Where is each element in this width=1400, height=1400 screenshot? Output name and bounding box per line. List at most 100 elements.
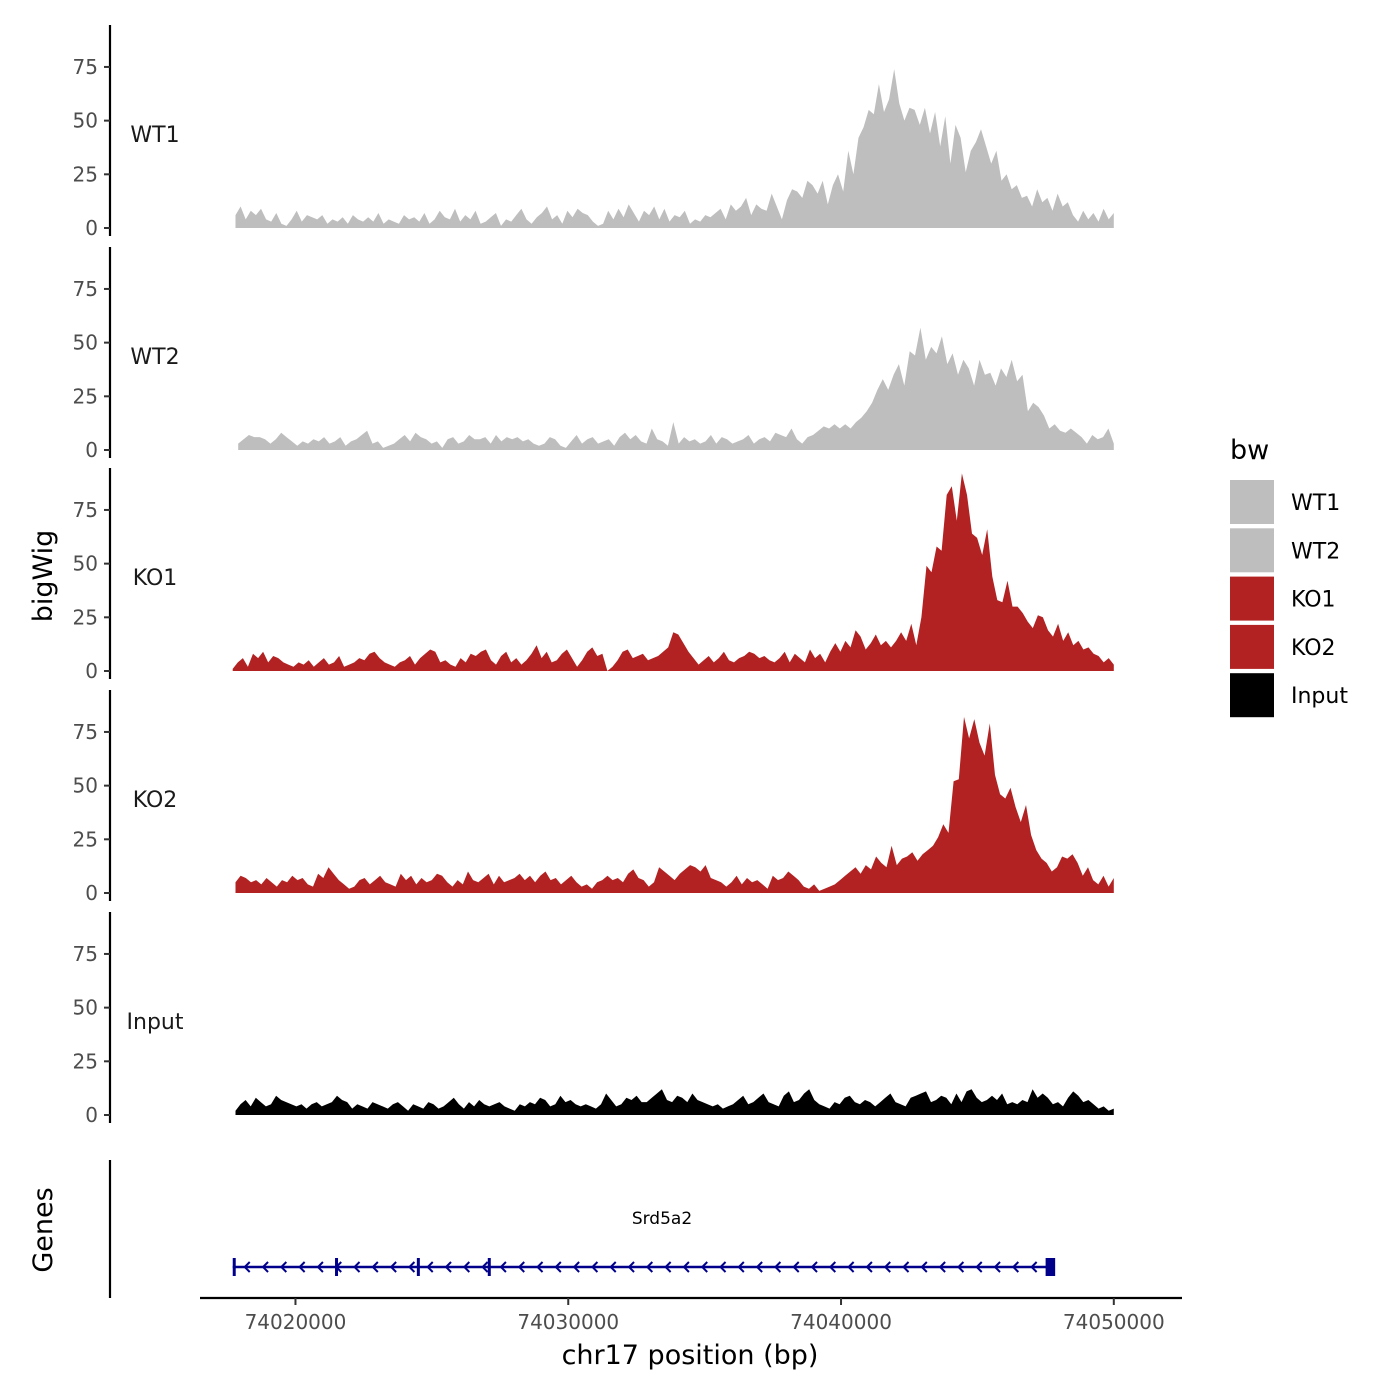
strand-chevron <box>627 1261 635 1273</box>
strand-chevron <box>426 1261 434 1273</box>
x-tick-label: 74040000 <box>790 1310 892 1334</box>
legend-title: bw <box>1230 435 1269 466</box>
track-label: WT2 <box>130 345 179 370</box>
x-tick-label: 74030000 <box>517 1310 619 1334</box>
strand-chevron <box>499 1261 507 1273</box>
strand-chevron <box>609 1261 617 1273</box>
strand-chevron <box>536 1261 544 1273</box>
strand-chevron <box>828 1261 837 1273</box>
strand-chevron <box>462 1261 471 1273</box>
y-tick-label: 75 <box>73 720 98 744</box>
y-tick-label: 50 <box>73 552 98 576</box>
strand-chevron <box>444 1261 452 1273</box>
legend-label: Input <box>1291 684 1348 709</box>
strand-chevron <box>572 1261 580 1273</box>
legend-label: WT1 <box>1291 491 1340 516</box>
y-tick-label: 75 <box>73 942 98 966</box>
strand-chevron <box>279 1261 288 1273</box>
genes-axis-title: Genes <box>28 1187 59 1272</box>
strand-chevron <box>755 1261 763 1273</box>
x-tick-label: 74020000 <box>245 1310 347 1334</box>
y-tick-label: 75 <box>73 55 98 79</box>
track-input: 0 25 50 75 Input <box>73 912 1114 1127</box>
track-wt1: 0 25 50 75 WT1 <box>73 25 1114 240</box>
legend-swatch-input <box>1230 673 1274 718</box>
strand-chevron <box>847 1261 855 1273</box>
x-axis: 74020000 74030000 74040000 74050000 <box>200 1296 1182 1334</box>
track-label: WT1 <box>130 123 179 148</box>
strand-chevron <box>298 1261 306 1273</box>
y-tick-label: 25 <box>73 605 98 629</box>
y-tick-label: 50 <box>73 109 98 133</box>
strand-chevron <box>1030 1261 1038 1273</box>
strand-chevron <box>261 1261 269 1273</box>
coverage-area-wt1 <box>235 69 1114 228</box>
strand-chevron <box>389 1261 397 1273</box>
strand-chevron <box>664 1261 672 1273</box>
strand-chevron <box>700 1261 708 1273</box>
track-ko1: 0 25 50 75 KO1 <box>73 468 1114 683</box>
coverage-area-wt2 <box>238 327 1114 450</box>
strand-chevron <box>1011 1261 1020 1273</box>
track-label: KO2 <box>133 788 178 813</box>
y-tick-label: 0 <box>85 438 98 462</box>
y-tick-label: 50 <box>73 331 98 355</box>
strand-chevron <box>792 1261 800 1273</box>
y-tick-label: 75 <box>73 498 98 522</box>
track-label: KO1 <box>133 566 178 591</box>
y-tick-label: 50 <box>73 996 98 1020</box>
y-tick-label: 0 <box>85 881 98 905</box>
strand-chevron <box>719 1261 727 1273</box>
strand-chevron <box>408 1261 416 1273</box>
strand-chevron <box>243 1261 251 1273</box>
y-tick-label: 0 <box>85 659 98 683</box>
gene-exon <box>232 1258 236 1276</box>
y-tick-label: 25 <box>73 384 98 408</box>
strand-chevron <box>902 1261 910 1273</box>
x-axis-title: chr17 position (bp) <box>562 1340 819 1371</box>
strand-chevron <box>975 1261 983 1273</box>
y-tick-label: 0 <box>85 216 98 240</box>
y-tick-label: 25 <box>73 827 98 851</box>
legend-swatch-ko1 <box>1230 576 1274 621</box>
strand-chevron <box>774 1261 782 1273</box>
y-axis-title: bigWig <box>28 530 59 623</box>
strand-chevron <box>737 1261 745 1273</box>
bigwig-tracks: 0 25 50 75 WT1 0 25 50 75 WT2 0 25 50 75 KO1 0 25 50 75 KO2… <box>73 25 1114 1127</box>
coverage-area-input <box>235 1089 1114 1115</box>
y-tick-label: 75 <box>73 277 98 301</box>
strand-chevron <box>481 1261 489 1273</box>
gene-exon <box>416 1258 420 1276</box>
y-tick-label: 25 <box>73 1049 98 1073</box>
gene-exon <box>1045 1258 1056 1276</box>
strand-chevron <box>883 1261 891 1273</box>
gene-exon <box>487 1258 491 1276</box>
gene-exon <box>335 1258 339 1276</box>
strand-chevron <box>554 1261 562 1273</box>
track-ko2: 0 25 50 75 KO2 <box>73 690 1114 905</box>
coverage-area-ko1 <box>232 473 1114 671</box>
legend-swatch-wt1 <box>1230 480 1274 524</box>
coverage-area-ko2 <box>235 716 1114 893</box>
strand-chevron <box>920 1261 928 1273</box>
legend-swatch-ko2 <box>1230 624 1274 669</box>
gene-srd5a2: Srd5a2 <box>232 1209 1056 1276</box>
strand-chevron <box>353 1261 361 1273</box>
strand-chevron <box>316 1261 324 1273</box>
strand-chevron <box>645 1261 654 1273</box>
x-tick-label: 74050000 <box>1063 1310 1165 1334</box>
gene-track: Srd5a2 <box>108 1160 1056 1298</box>
strand-chevron <box>682 1261 690 1273</box>
y-tick-label: 0 <box>85 1103 98 1127</box>
strand-chevron <box>957 1261 965 1273</box>
gene-name-label: Srd5a2 <box>632 1209 692 1229</box>
y-tick-label: 50 <box>73 774 98 798</box>
legend-swatch-wt2 <box>1230 528 1274 573</box>
strand-chevron <box>993 1261 1001 1273</box>
strand-chevron <box>938 1261 946 1273</box>
strand-chevron <box>371 1261 379 1273</box>
strand-chevron <box>591 1261 599 1273</box>
legend-label: WT2 <box>1291 539 1340 564</box>
y-tick-label: 25 <box>73 162 98 186</box>
